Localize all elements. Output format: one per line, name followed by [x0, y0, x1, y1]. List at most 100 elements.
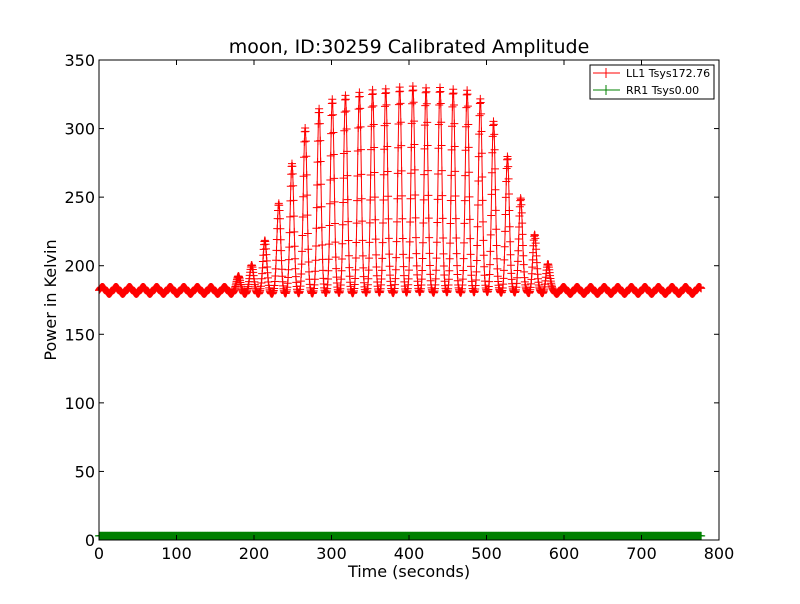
data-point-ll1 [315, 119, 324, 128]
data-point-ll1 [275, 206, 284, 215]
data-point-ll1 [432, 254, 441, 263]
data-point-ll1 [504, 189, 513, 198]
data-point-ll1 [289, 181, 298, 190]
data-point-ll1 [312, 203, 321, 212]
data-point-ll1 [488, 132, 497, 141]
data-point-ll1 [464, 143, 473, 152]
data-point-ll1 [371, 235, 380, 244]
data-point-ll1 [313, 181, 322, 190]
data-point-ll1 [378, 254, 387, 263]
data-point-ll1 [317, 202, 326, 211]
data-point-ll1 [343, 195, 352, 204]
x-tick-label: 800 [704, 544, 735, 563]
data-point-ll1 [450, 142, 459, 151]
data-point-ll1 [492, 241, 501, 250]
x-tick-label: 600 [549, 544, 580, 563]
data-point-ll1 [379, 195, 388, 204]
data-point-ll1 [466, 234, 475, 243]
data-point-ll1 [452, 249, 461, 258]
data-point-ll1 [451, 214, 460, 223]
data-point-ll1 [519, 260, 528, 269]
data-point-ll1 [284, 273, 293, 282]
data-point-ll1 [437, 141, 446, 150]
data-point-ll1 [379, 218, 388, 227]
data-point-ll1 [316, 157, 325, 166]
data-point-ll1 [330, 197, 339, 206]
data-point-ll1 [303, 211, 312, 220]
data-point-ll1 [298, 231, 307, 240]
data-point-ll1 [290, 242, 299, 251]
data-point-ll1 [391, 265, 400, 274]
data-point-ll1 [357, 194, 366, 203]
data-point-ll1 [394, 100, 403, 109]
data-point-ll1 [446, 239, 455, 248]
data-point-ll1 [324, 275, 333, 284]
data-point-ll1 [329, 150, 338, 159]
data-point-ll1 [412, 261, 421, 270]
data-point-ll1 [276, 224, 285, 233]
data-point-ll1 [437, 166, 446, 175]
data-point-ll1 [337, 275, 346, 284]
data-point-ll1 [518, 241, 527, 250]
data-point-ll1 [356, 122, 365, 131]
data-point-ll1 [491, 206, 500, 215]
data-point-ll1 [343, 171, 352, 180]
data-point-ll1 [302, 152, 311, 161]
data-point-ll1 [467, 262, 475, 271]
data-point-ll1 [459, 266, 468, 275]
data-point-ll1 [291, 264, 300, 273]
data-point-ll1 [532, 251, 541, 260]
y-tick-label: 150 [64, 325, 95, 344]
data-point-ll1 [405, 266, 413, 275]
data-point-ll1 [304, 258, 313, 267]
data-point-ll1 [356, 145, 365, 154]
data-point-ll1 [500, 242, 509, 251]
data-point-ll1 [492, 225, 501, 234]
data-point-ll1 [406, 217, 415, 226]
data-point-ll1 [352, 238, 361, 247]
data-point-ll1 [365, 238, 374, 247]
data-point-ll1 [384, 234, 393, 243]
data-point-ll1 [317, 180, 326, 189]
data-point-ll1 [316, 136, 325, 145]
data-point-ll1 [513, 266, 522, 275]
data-point-ll1 [369, 101, 378, 110]
data-point-ll1 [324, 266, 333, 275]
data-point-ll1 [382, 88, 391, 97]
data-point-ll1 [358, 217, 367, 226]
x-tick-label: 200 [239, 544, 270, 563]
legend-label-ll1: LL1 Tsys172.76 [626, 67, 710, 80]
data-point-ll1 [297, 269, 306, 278]
y-tick-label: 0 [85, 531, 95, 550]
data-point-ll1 [425, 249, 434, 258]
data-point-ll1 [436, 87, 445, 96]
data-point-ll1 [436, 99, 445, 108]
data-point-ll1 [285, 243, 294, 252]
data-point-ll1 [404, 274, 413, 283]
data-point-ll1 [503, 154, 512, 163]
data-point-ll1 [472, 275, 481, 284]
data-point-ll1 [473, 200, 482, 209]
data-point-ll1 [408, 99, 417, 108]
x-tick-label: 0 [94, 544, 104, 563]
data-point-ll1 [410, 165, 419, 174]
data-point-ll1 [289, 212, 298, 221]
data-point-ll1 [305, 267, 314, 276]
data-point-ll1 [475, 111, 484, 120]
data-point-ll1 [486, 230, 495, 239]
data-point-ll1 [366, 195, 375, 204]
data-point-ll1 [312, 241, 320, 250]
data-point-ll1 [491, 164, 500, 173]
data-point-ll1 [398, 191, 407, 200]
data-point-ll1 [358, 236, 367, 245]
data-point-ll1 [476, 98, 485, 107]
data-point-ll1 [296, 277, 305, 286]
data-point-ll1 [493, 264, 502, 273]
data-point-ll1 [431, 274, 440, 283]
x-tick-label: 500 [471, 544, 502, 563]
data-point-ll1 [451, 167, 460, 176]
data-point-ll1 [417, 275, 426, 284]
data-point-ll1 [343, 147, 351, 156]
data-point-ll1 [370, 143, 379, 152]
